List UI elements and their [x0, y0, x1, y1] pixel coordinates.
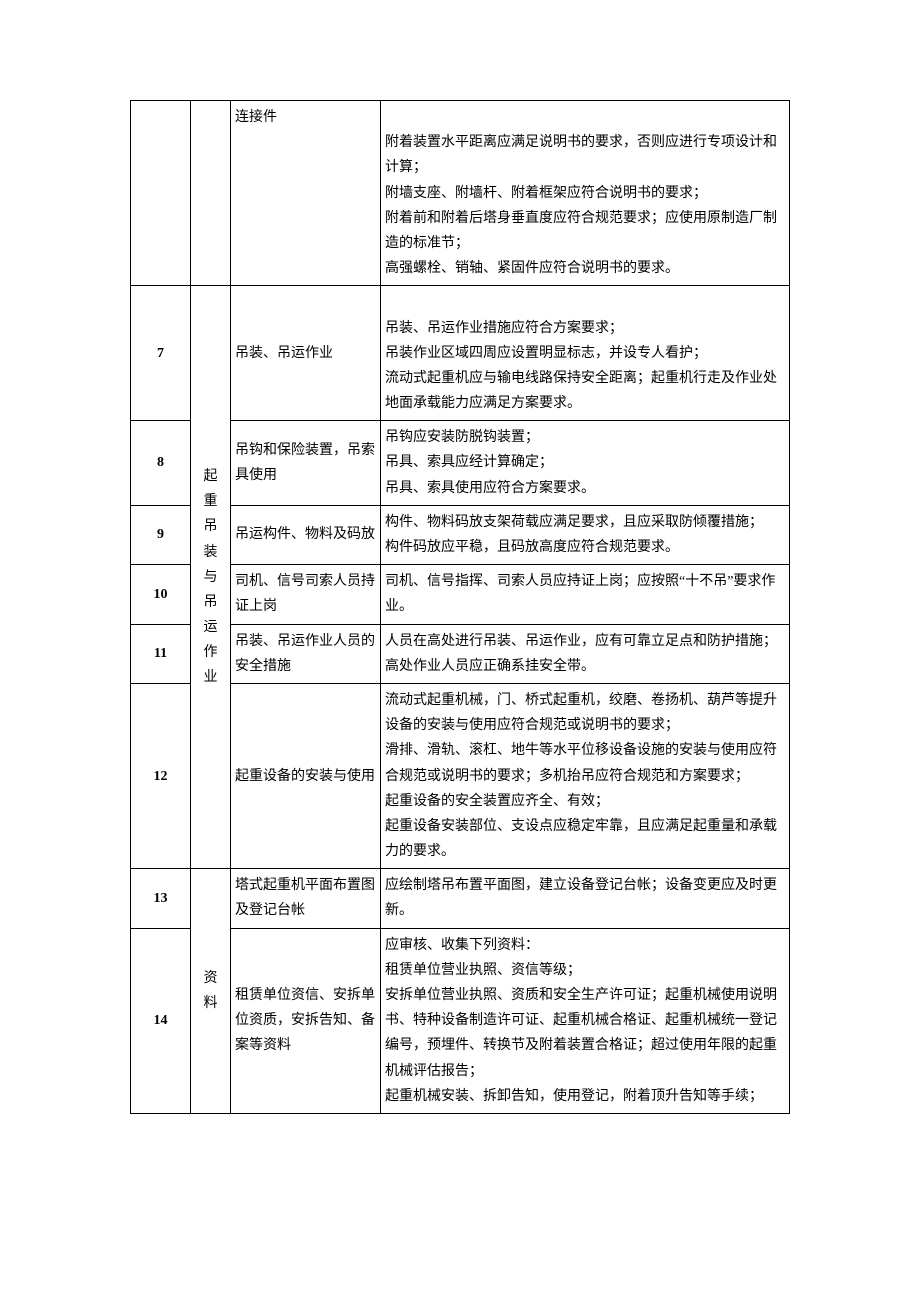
table-row: 连接件 附着装置水平距离应满足说明书的要求，否则应进行专项设计和计算； 附墙支座…	[131, 101, 790, 286]
item-cell: 连接件	[231, 101, 381, 286]
item-cell: 司机、信号司索人员持证上岗	[231, 565, 381, 624]
category-cell: 资料	[191, 869, 231, 1114]
desc-cell: 流动式起重机械，门、桥式起重机，绞磨、卷扬机、葫芦等提升设备的安装与使用应符合规…	[381, 683, 790, 868]
row-number: 14	[131, 928, 191, 1113]
inspection-table: 连接件 附着装置水平距离应满足说明书的要求，否则应进行专项设计和计算； 附墙支座…	[130, 100, 790, 1114]
row-number: 7	[131, 286, 191, 421]
desc-cell: 吊钩应安装防脱钩装置； 吊具、索具应经计算确定； 吊具、索具使用应符合方案要求。	[381, 421, 790, 506]
item-cell: 塔式起重机平面布置图及登记台帐	[231, 869, 381, 928]
row-number	[131, 101, 191, 286]
table-row: 7 起重吊装与吊运作业 吊装、吊运作业 吊装、吊运作业措施应符合方案要求； 吊装…	[131, 286, 790, 421]
item-cell: 吊装、吊运作业人员的安全措施	[231, 624, 381, 683]
row-number: 13	[131, 869, 191, 928]
desc-cell: 应绘制塔吊布置平面图，建立设备登记台帐；设备变更应及时更新。	[381, 869, 790, 928]
category-cell	[191, 101, 231, 286]
category-cell: 起重吊装与吊运作业	[191, 286, 231, 869]
desc-cell: 应审核、收集下列资料： 租赁单位营业执照、资信等级； 安拆单位营业执照、资质和安…	[381, 928, 790, 1113]
row-number: 12	[131, 683, 191, 868]
item-cell: 起重设备的安装与使用	[231, 683, 381, 868]
row-number: 11	[131, 624, 191, 683]
desc-cell: 构件、物料码放支架荷载应满足要求，且应采取防倾覆措施； 构件码放应平稳，且码放高…	[381, 505, 790, 564]
table-row: 13 资料 塔式起重机平面布置图及登记台帐 应绘制塔吊布置平面图，建立设备登记台…	[131, 869, 790, 928]
category-label: 起重吊装与吊运作业	[204, 464, 218, 691]
item-cell: 吊钩和保险装置，吊索具使用	[231, 421, 381, 506]
desc-cell: 人员在高处进行吊装、吊运作业，应有可靠立足点和防护措施； 高处作业人员应正确系挂…	[381, 624, 790, 683]
category-label: 资料	[204, 966, 218, 1016]
row-number: 8	[131, 421, 191, 506]
row-number: 10	[131, 565, 191, 624]
desc-cell: 附着装置水平距离应满足说明书的要求，否则应进行专项设计和计算； 附墙支座、附墙杆…	[381, 101, 790, 286]
desc-cell: 司机、信号指挥、司索人员应持证上岗；应按照“十不吊”要求作业。	[381, 565, 790, 624]
desc-cell: 吊装、吊运作业措施应符合方案要求； 吊装作业区域四周应设置明显标志，并设专人看护…	[381, 286, 790, 421]
item-cell: 吊装、吊运作业	[231, 286, 381, 421]
item-cell: 吊运构件、物料及码放	[231, 505, 381, 564]
row-number: 9	[131, 505, 191, 564]
item-cell: 租赁单位资信、安拆单位资质，安拆告知、备案等资料	[231, 928, 381, 1113]
